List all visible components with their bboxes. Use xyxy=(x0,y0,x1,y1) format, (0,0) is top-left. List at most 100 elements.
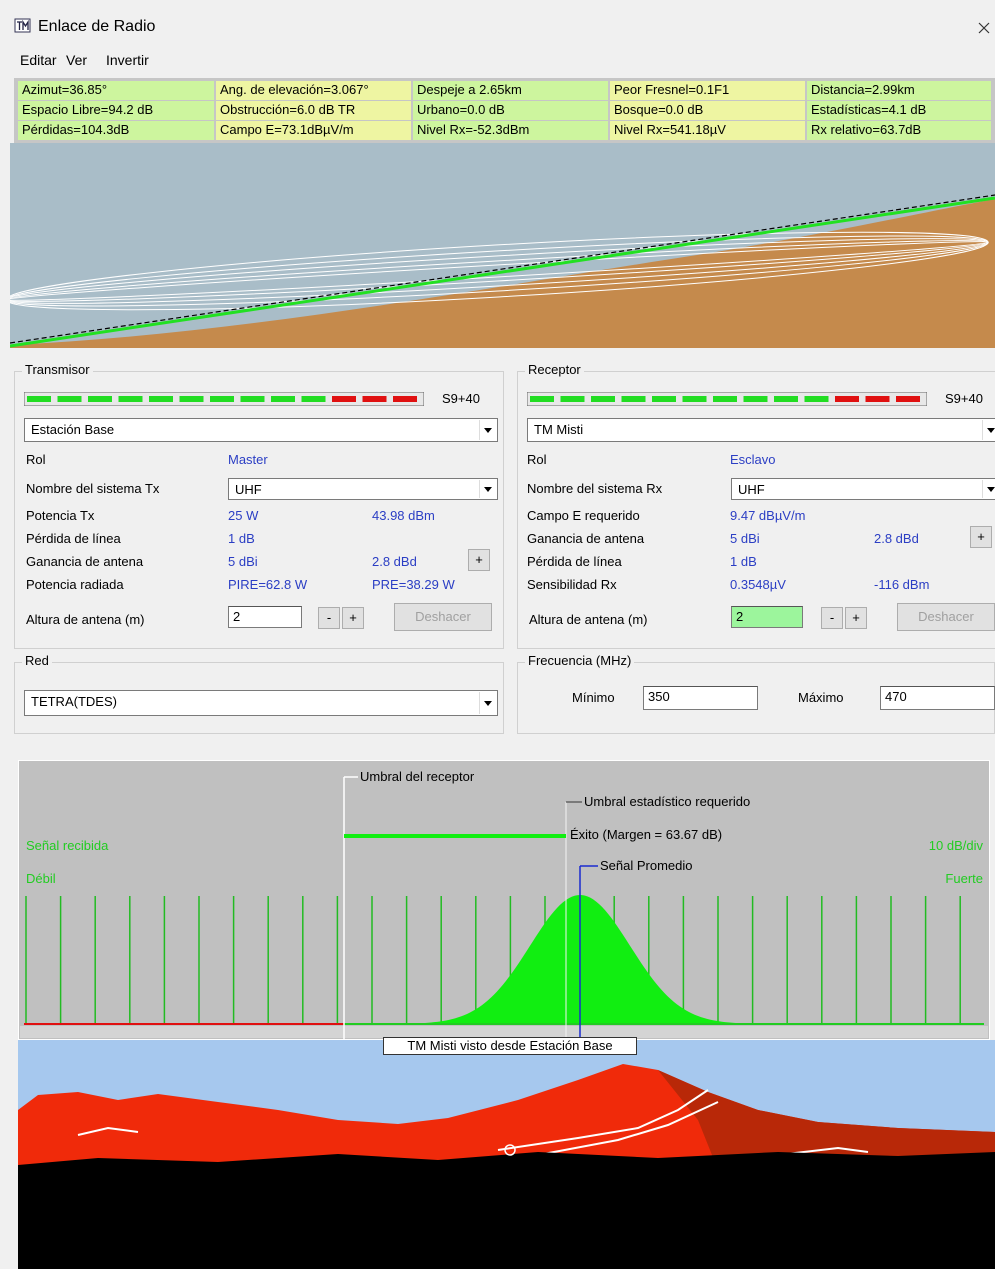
button[interactable]: - xyxy=(821,607,843,629)
meter-segment xyxy=(713,396,737,402)
menu-item[interactable]: Ver xyxy=(66,52,88,68)
snow-streaks xyxy=(77,1089,869,1156)
label: Altura de antena (m) xyxy=(529,612,648,627)
value: 5 dBi xyxy=(228,554,258,569)
summary-cell: Azimut=36.85° xyxy=(18,81,214,100)
dropdown-arrow xyxy=(982,480,995,498)
radio-path xyxy=(10,196,995,348)
button[interactable]: + xyxy=(342,607,364,629)
network-select[interactable]: TETRA(TDES) xyxy=(24,690,498,716)
target-marker xyxy=(504,1144,516,1156)
chart-annotation: Umbral del receptor xyxy=(360,769,475,784)
value: 1 dB xyxy=(730,554,757,569)
dropdown-arrow xyxy=(479,420,496,440)
summary-cell: Despeje a 2.65km xyxy=(413,81,608,100)
label: Sensibilidad Rx xyxy=(527,577,617,592)
button[interactable]: Deshacer xyxy=(394,603,492,631)
panorama-caption: TM Misti visto desde Estación Base xyxy=(383,1037,637,1055)
button[interactable]: Deshacer xyxy=(897,603,995,631)
summary-cell: Distancia=2.99km xyxy=(807,81,991,100)
meter-segment xyxy=(271,396,295,402)
meter-segment xyxy=(27,396,51,402)
meter-segment xyxy=(149,396,173,402)
signal-level: S9+40 xyxy=(442,391,480,406)
foreground xyxy=(18,1152,995,1269)
arrow-glyph xyxy=(484,487,492,492)
meter-segment xyxy=(591,396,615,402)
group-heading: Frecuencia (MHz) xyxy=(525,653,635,668)
app-icon xyxy=(14,18,31,33)
summary-cell: Ang. de elevación=3.067° xyxy=(216,81,411,100)
meter-segment xyxy=(240,396,265,402)
value: 2.8 dBd xyxy=(372,554,417,569)
text-input[interactable]: 2 xyxy=(731,606,803,628)
button[interactable]: - xyxy=(318,607,340,629)
arrow-glyph xyxy=(987,428,995,433)
signal-distribution xyxy=(398,895,778,1024)
meter-segment xyxy=(896,396,920,402)
line-of-sight xyxy=(10,194,995,344)
fresnel-zone xyxy=(10,241,989,301)
meter-segment xyxy=(743,396,768,402)
value: PIRE=62.8 W xyxy=(228,577,308,592)
value: -116 dBm xyxy=(874,577,930,592)
label: Potencia Tx xyxy=(26,508,95,523)
button[interactable]: + xyxy=(468,549,490,571)
station-select[interactable]: TM Misti xyxy=(527,418,995,442)
label: Máximo xyxy=(798,690,844,705)
meter-segment xyxy=(774,396,798,402)
value: 9.47 dBµV/m xyxy=(730,508,806,523)
group-box xyxy=(14,662,504,734)
chart-annotation: Señal Promedio xyxy=(600,858,693,873)
summary-cell: Urbano=0.0 dB xyxy=(413,101,608,120)
button[interactable]: + xyxy=(970,526,992,548)
label: Altura de antena (m) xyxy=(26,612,145,627)
menu-item[interactable]: Editar xyxy=(20,52,57,68)
system-select[interactable]: UHF xyxy=(228,478,498,500)
system-select[interactable]: UHF xyxy=(731,478,995,500)
summary-cell: Nivel Rx=541.18µV xyxy=(610,121,805,140)
arrow-glyph xyxy=(484,701,492,706)
label: Nombre del sistema Tx xyxy=(26,481,160,496)
signal-chart xyxy=(18,760,990,1040)
label: Nombre del sistema Rx xyxy=(527,481,663,496)
chart-annotation: 10 dB/div xyxy=(928,838,983,853)
signal-meter xyxy=(527,392,927,406)
summary-cell: Pérdidas=104.3dB xyxy=(18,121,214,140)
button[interactable]: + xyxy=(845,607,867,629)
chart-annotation: Fuerte xyxy=(945,871,983,886)
meter-segment xyxy=(530,396,554,402)
chart-annotation: Umbral estadístico requerido xyxy=(584,794,751,809)
label: Ganancia de antena xyxy=(527,531,645,546)
text-input[interactable]: 350 xyxy=(643,686,758,710)
station-select[interactable]: Estación Base xyxy=(24,418,498,442)
meter-segment xyxy=(621,396,646,402)
meter-segment xyxy=(560,396,585,402)
label: Ganancia de antena xyxy=(26,554,144,569)
dropdown-arrow xyxy=(982,420,995,440)
meter-segment xyxy=(210,396,234,402)
meter-segment xyxy=(118,396,143,402)
chart-annotation: Débil xyxy=(26,871,56,886)
meter-segment xyxy=(301,396,326,402)
text-input[interactable]: 470 xyxy=(880,686,995,710)
meter-segment xyxy=(865,396,890,402)
meter-segment xyxy=(57,396,82,402)
arrow-glyph xyxy=(484,428,492,433)
close-button[interactable] xyxy=(976,20,992,36)
menu-item[interactable]: Invertir xyxy=(106,52,149,68)
meter-segment xyxy=(835,396,859,402)
meter-segment xyxy=(682,396,707,402)
panorama xyxy=(18,1040,995,1269)
summary-cell: Peor Fresnel=0.1F1 xyxy=(610,81,805,100)
signal-meter xyxy=(24,392,424,406)
value: Master xyxy=(228,452,268,467)
chart-annotation: Éxito (Margen = 63.67 dB) xyxy=(570,827,723,842)
group-box xyxy=(14,371,504,649)
group-heading: Receptor xyxy=(525,362,584,377)
label: Pérdida de línea xyxy=(527,554,622,569)
text-input[interactable]: 2 xyxy=(228,606,302,628)
meter-segment xyxy=(362,396,387,402)
group-heading: Transmisor xyxy=(22,362,93,377)
